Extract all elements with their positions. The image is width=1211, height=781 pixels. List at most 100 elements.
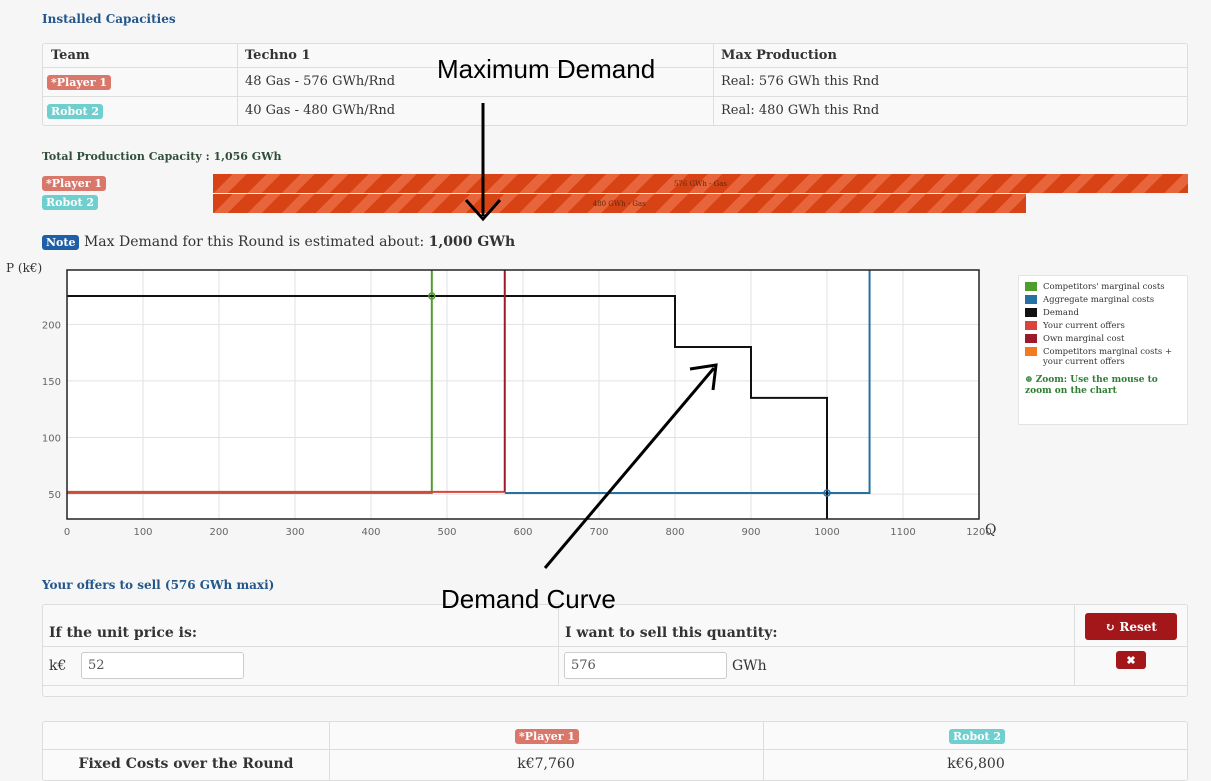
col-line [713, 44, 714, 125]
x-tick-label: 1200 [966, 527, 991, 538]
legend-item: Competitors' marginal costs [1025, 282, 1181, 292]
x-tick-label: 600 [513, 527, 532, 538]
note: Note Max Demand for this Round is estima… [42, 234, 515, 250]
offers-table: If the unit price is: I want to sell thi… [42, 604, 1188, 697]
row-label: Fixed Costs over the Round [78, 756, 294, 772]
x-tick-label: 500 [437, 527, 456, 538]
plot-border [66, 269, 980, 520]
x-tick-label: 0 [64, 527, 70, 538]
legend-item: Own marginal cost [1025, 334, 1181, 344]
legend-swatch [1025, 334, 1037, 343]
note-badge: Note [42, 235, 80, 250]
series-line [67, 295, 828, 519]
zoom-text: Zoom: Use the mouse to zoom on the chart [1025, 375, 1158, 396]
team-badge: *Player 1 [515, 729, 579, 744]
row-line [43, 96, 1187, 97]
legend-swatch [1025, 295, 1037, 304]
team-badge: Robot 2 [42, 195, 99, 210]
legend-label: Competitors' marginal costs [1043, 282, 1165, 292]
x-tick-label: 200 [209, 527, 228, 538]
y-tick-label: 150 [42, 377, 61, 388]
section-title: Your offers to sell (576 GWh maxi) [42, 578, 275, 592]
x-tick-label: 900 [741, 527, 760, 538]
team-badge: *Player 1 [42, 176, 106, 191]
series-line [67, 270, 433, 494]
bar-label: 480 GWh - Gas [592, 199, 646, 208]
x-tick-label: 700 [589, 527, 608, 538]
header: Max Production [721, 48, 837, 63]
col-line [1074, 605, 1075, 686]
quantity-unit: GWh [732, 657, 767, 674]
note-text: Max Demand for this Round is estimated a… [83, 234, 425, 250]
row-line [43, 685, 1187, 686]
header: Team [51, 48, 90, 63]
row-line [43, 749, 1187, 750]
row-line [43, 646, 1187, 647]
annotation: Maximum Demand [437, 54, 656, 84]
legend-item: Demand [1025, 308, 1181, 318]
legend-swatch [1025, 321, 1037, 330]
y-tick-label: 200 [42, 320, 61, 331]
cell: Real: 480 GWh this Rnd [721, 103, 880, 118]
header: Techno 1 [245, 48, 311, 63]
legend-label: Own marginal cost [1043, 334, 1125, 344]
x-tick-label: 100 [133, 527, 152, 538]
cell: 40 Gas - 480 GWh/Rnd [245, 103, 396, 118]
legend-item: Competitors marginal costs + your curren… [1025, 347, 1181, 367]
capacity-title: Total Production Capacity : 1,056 GWh [42, 150, 282, 163]
annotation: Demand Curve [441, 584, 616, 614]
row-line [43, 67, 1187, 68]
marker [823, 489, 831, 497]
legend-item: Aggregate marginal costs [1025, 295, 1181, 305]
cell: k€6,800 [947, 756, 1005, 772]
chart: P (k€) Q 0 100 200 300 400 500 600 700 800 900 100… [6, 261, 996, 538]
legend-swatch [1025, 282, 1037, 291]
cell: k€7,760 [517, 756, 575, 772]
legend-label: Your current offers [1043, 321, 1125, 331]
marker [428, 292, 436, 300]
team-badge: Robot 2 [47, 104, 104, 119]
col-line [329, 722, 330, 780]
x-axis-label: Q [985, 522, 996, 538]
col-line [763, 722, 764, 780]
price-unit: k€ [49, 657, 67, 674]
bar-label: 576 GWh - Gas [673, 179, 728, 188]
section-title: Installed Capacities [42, 12, 176, 26]
y-tick-label: 50 [48, 490, 61, 501]
cell: 48 Gas - 576 GWh/Rnd [245, 74, 396, 89]
zoom-note: ⊕ Zoom: Use the mouse to zoom on the cha… [1025, 375, 1181, 397]
zoom-icon: ⊕ [1025, 375, 1036, 385]
cell: Real: 576 GWh this Rnd [721, 74, 880, 89]
reset-button[interactable]: ↻ Reset [1085, 613, 1177, 640]
team-badge: Robot 2 [949, 729, 1006, 744]
summary-table: *Player 1 Robot 2 Fixed Costs over the R… [42, 721, 1188, 781]
header: If the unit price is: [49, 625, 198, 641]
quantity-input[interactable]: 576 [564, 652, 727, 679]
col-line [237, 44, 238, 125]
x-tick-label: 300 [285, 527, 304, 538]
team-badge: *Player 1 [47, 75, 111, 90]
header: I want to sell this quantity: [565, 625, 778, 641]
capacity-bar: 576 GWh - Gas [213, 174, 1188, 193]
price-input[interactable]: 52 [81, 652, 244, 679]
x-tick-label: 1100 [890, 527, 915, 538]
legend-label: Demand [1043, 308, 1079, 318]
legend-label: Aggregate marginal costs [1043, 295, 1155, 305]
reset-label: Reset [1119, 619, 1157, 634]
legend-swatch [1025, 308, 1037, 317]
y-tick-label: 100 [42, 434, 61, 445]
delete-button[interactable]: ✖ [1116, 651, 1146, 669]
capacity-bar: 480 GWh - Gas [213, 194, 1026, 213]
legend: Competitors' marginal costs Aggregate mar… [1018, 275, 1188, 425]
legend-swatch [1025, 347, 1037, 356]
legend-item: Your current offers [1025, 321, 1181, 331]
installed-table: Team Techno 1 Max Production *Player 1 4… [42, 43, 1188, 126]
x-tick-label: 1000 [814, 527, 839, 538]
x-tick-label: 800 [665, 527, 684, 538]
legend-label: Competitors marginal costs + your curren… [1043, 347, 1173, 367]
y-axis-label: P (k€) [6, 261, 42, 275]
x-tick-label: 400 [361, 527, 380, 538]
col-line [558, 605, 559, 686]
note-value: 1,000 GWh [428, 234, 516, 250]
